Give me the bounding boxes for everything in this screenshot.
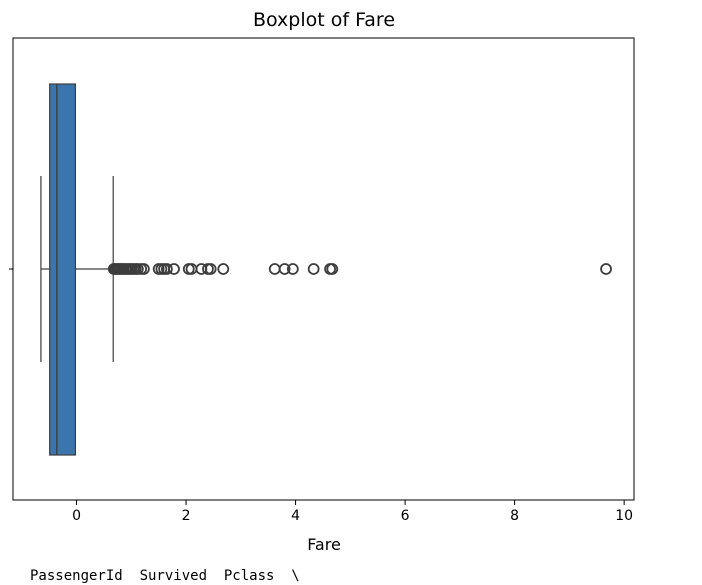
console-output-line: PassengerId Survived Pclass \ xyxy=(30,568,300,584)
x-tick-label: 2 xyxy=(182,508,191,524)
outlier-point xyxy=(268,263,281,275)
chart-title: Boxplot of Fare xyxy=(253,9,395,31)
x-tick-label: 8 xyxy=(510,508,519,524)
outlier-point xyxy=(168,263,180,275)
x-tick-label: 6 xyxy=(401,508,410,524)
x-tick-label: 10 xyxy=(615,508,633,524)
outlier-point xyxy=(600,263,612,275)
x-axis-ticks: 0 2 4 6 8 10 xyxy=(72,500,633,524)
outlier-point xyxy=(131,263,144,275)
outlier-point xyxy=(307,263,320,275)
outlier-point xyxy=(217,263,230,275)
outlier-point xyxy=(326,263,339,275)
outlier-point xyxy=(286,263,299,275)
outlier-point xyxy=(160,263,173,275)
chart-marks xyxy=(40,83,612,456)
outlier-point xyxy=(137,263,150,275)
x-tick-label: 4 xyxy=(291,508,300,524)
outlier-point xyxy=(278,263,291,275)
x-tick-label: 0 xyxy=(72,508,81,524)
iqr-box xyxy=(49,83,77,456)
x-axis-label: Fare xyxy=(307,535,341,554)
outlier-point xyxy=(204,263,217,275)
